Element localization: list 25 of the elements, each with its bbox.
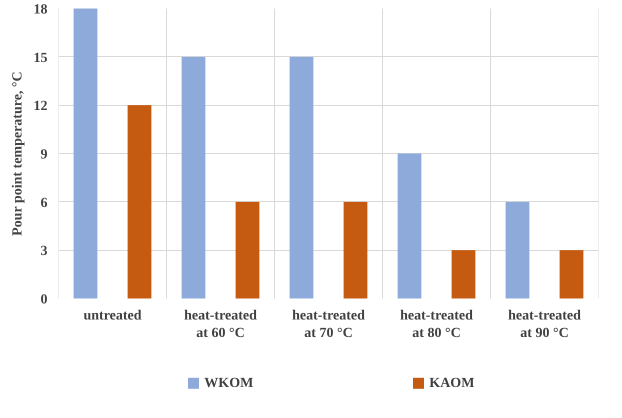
y-tick-label: 15 — [34, 50, 48, 66]
bar — [560, 250, 584, 298]
legend-label: KAOM — [429, 376, 474, 391]
bar — [398, 154, 422, 298]
bar — [452, 250, 476, 298]
y-tick-label: 9 — [40, 148, 48, 162]
bar — [506, 202, 530, 298]
x-tick-label: heat-treated at 70 °C — [292, 308, 366, 341]
bar — [182, 56, 206, 298]
y-tick-label: 0 — [40, 292, 48, 308]
legend-label: WKOM — [204, 376, 254, 391]
bar — [290, 56, 314, 298]
x-tick-label: heat-treated at 90 °C — [508, 308, 582, 341]
y-tick-label: 6 — [40, 196, 48, 211]
x-tick-label: untreated — [83, 308, 142, 324]
bar — [236, 202, 260, 298]
x-tick-label: heat-treated at 60 °C — [184, 308, 258, 341]
y-axis-title: Pour point temperature, °C — [10, 71, 26, 236]
bar — [128, 105, 152, 298]
bar — [344, 202, 368, 298]
y-tick-label: 3 — [40, 244, 48, 260]
x-tick-label: heat-treated at 80 °C — [400, 308, 474, 341]
y-tick-label: 18 — [34, 2, 48, 18]
bar — [74, 8, 98, 298]
y-tick-label: 12 — [34, 99, 48, 114]
